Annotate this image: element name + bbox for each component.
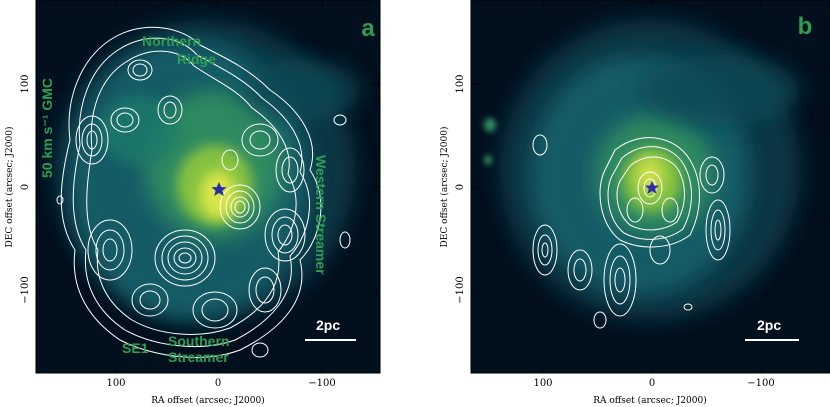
label-se1: SE1 (122, 340, 149, 356)
panel-b-ytick-100: 100 (455, 74, 466, 93)
panel-a-ytick-100: 100 (20, 74, 31, 93)
panel-b-emission (484, 20, 800, 320)
panel-a-ticks (36, 0, 380, 373)
panel-b-ytick-neg100: −100 (455, 276, 466, 303)
panel-a-ytick-neg100: −100 (20, 276, 31, 303)
panel-a-contours (56, 26, 351, 358)
label-northern-ridge-line1: Northern (142, 33, 201, 49)
label-northern-ridge-line2: Ridge (177, 51, 216, 67)
label-gmc: 50 km s⁻¹ GMC (39, 78, 55, 178)
panel-b-letter: b (798, 13, 813, 40)
panel-b-contours (532, 134, 731, 329)
panel-a-scalebar-label: 2pc (316, 317, 340, 333)
panel-b: 2pc b 100 0 −100 100 0 −100 RA offset (a… (439, 0, 830, 406)
panel-b-ticks (471, 0, 762, 373)
panel-b-xtick-0: 0 (649, 378, 655, 389)
panel-a: 2pc a Northern Ridge 50 km s⁻¹ GMC Weste… (4, 0, 381, 406)
panel-b-scalebar-label: 2pc (757, 317, 781, 333)
label-western-streamer: Western Streamer (313, 155, 329, 275)
panel-b-star-marker (645, 181, 659, 194)
panel-a-ylabel: DEC offset (arcsec; J2000) (4, 127, 15, 248)
label-southern-streamer-line2: Streamer (168, 349, 229, 365)
panel-b-xtick-neg100: −100 (747, 378, 774, 389)
panel-b-xtick-100: 100 (533, 378, 552, 389)
panel-a-xtick-0: 0 (215, 378, 221, 389)
panel-b-ytick-0: 0 (455, 184, 466, 190)
label-southern-streamer-line1: Southern (168, 333, 229, 349)
panel-b-ylabel: DEC offset (arcsec; J2000) (439, 127, 450, 248)
panel-a-xlabel: RA offset (arcsec; J2000) (151, 395, 265, 406)
panel-a-xtick-100: 100 (106, 378, 125, 389)
panel-a-emission (55, 20, 360, 320)
panel-a-letter: a (361, 15, 375, 42)
panel-a-ytick-0: 0 (20, 184, 31, 190)
panel-a-xtick-neg100: −100 (308, 378, 335, 389)
panel-b-xlabel: RA offset (arcsec; J2000) (593, 395, 707, 406)
panel-a-star-marker (211, 182, 227, 196)
